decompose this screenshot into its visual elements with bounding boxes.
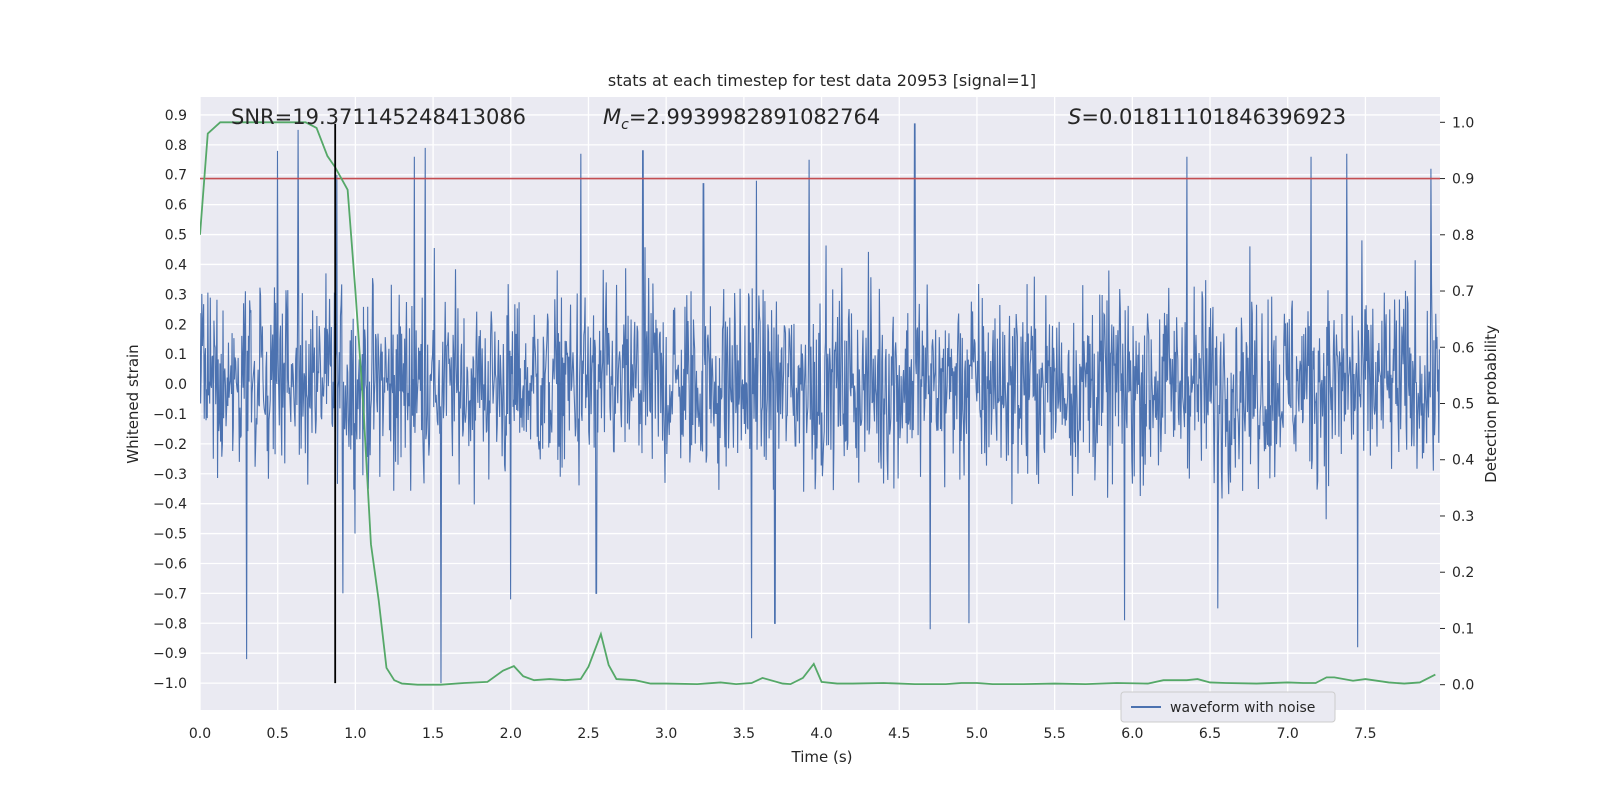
chirp-mass-subscript: c <box>621 117 629 133</box>
left-y-tick-label: −0.4 <box>153 497 187 513</box>
left-y-tick-label: −1.0 <box>153 676 187 692</box>
left-y-tick-label: 0.6 <box>165 198 187 214</box>
left-y-tick-label: −0.7 <box>153 586 187 602</box>
x-tick-label: 6.5 <box>1199 726 1221 742</box>
legend-label: waveform with noise <box>1170 700 1315 716</box>
x-tick-label: 5.5 <box>1044 726 1066 742</box>
chirp-mass-symbol: M <box>603 105 621 129</box>
right-y-tick-label: 0.0 <box>1452 678 1474 694</box>
x-axis-ticks: 0.0 0.5 1.0 1.5 2.0 2.5 3.0 3.5 4.0 4.5 5.0 5.5 6.0 6… <box>189 726 1377 742</box>
legend-box <box>1120 691 1336 723</box>
right-y-tick-label: 0.1 <box>1452 621 1474 637</box>
left-y-tick-label: −0.5 <box>153 527 187 543</box>
s-value: =0.01811101846396923 <box>1081 105 1346 129</box>
left-y-tick-label: 0.2 <box>165 317 187 333</box>
left-y-tick-label: −0.9 <box>153 646 187 662</box>
right-y-tick-label: 1.0 <box>1452 115 1474 131</box>
left-y-tick-label: 0.1 <box>165 347 187 363</box>
left-y-tick-label: 0.3 <box>165 287 187 303</box>
x-tick-label: 4.0 <box>810 726 832 742</box>
x-tick-label: 3.0 <box>655 726 677 742</box>
right-y-tick-label: 0.2 <box>1452 565 1474 581</box>
right-y-tick-label: 0.8 <box>1452 228 1474 244</box>
left-y-tick-label: 0.0 <box>165 377 187 393</box>
legend: waveform with noise <box>1120 691 1336 723</box>
x-axis-label: Time (s) <box>791 748 853 766</box>
x-tick-label: 0.0 <box>189 726 211 742</box>
waveform-series <box>200 123 1440 684</box>
s-symbol: S <box>1068 105 1081 129</box>
left-y-tick-label: −0.3 <box>153 467 187 483</box>
chirp-mass-value: =2.9939982891082764 <box>629 105 880 129</box>
right-axis-ticks: 1.0 0.9 0.8 0.7 0.6 0.5 0.4 0.3 0.2 0.1 0.0 <box>1440 115 1474 694</box>
right-axis-label: Detection probability <box>1482 325 1500 483</box>
left-axis-label: Whitened strain <box>124 344 142 463</box>
left-y-tick-label: 0.7 <box>165 168 187 184</box>
right-y-tick-label: 0.6 <box>1452 340 1474 356</box>
left-y-tick-label: −0.8 <box>153 616 187 632</box>
chart-title: stats at each timestep for test data 209… <box>608 71 1036 90</box>
chirp-mass-annotation: Mc=2.9939982891082764 <box>603 105 880 133</box>
probability-line <box>200 121 1436 686</box>
left-y-tick-label: −0.2 <box>153 437 187 453</box>
left-y-tick-label: 0.5 <box>165 228 187 244</box>
snr-annotation: SNR=19.371145248413086 <box>231 105 526 129</box>
right-y-tick-label: 0.9 <box>1452 172 1474 188</box>
right-y-tick-label: 0.4 <box>1452 453 1474 469</box>
x-tick-label: 1.0 <box>344 726 366 742</box>
waveform-line <box>200 123 1440 684</box>
x-tick-label: 2.5 <box>577 726 599 742</box>
left-y-tick-label: 0.9 <box>165 108 187 124</box>
left-y-tick-label: 0.4 <box>165 257 187 273</box>
x-tick-label: 7.0 <box>1277 726 1299 742</box>
x-tick-label: 5.0 <box>966 726 988 742</box>
x-tick-label: 4.5 <box>888 726 910 742</box>
right-y-tick-label: 0.7 <box>1452 284 1474 300</box>
left-y-tick-label: −0.6 <box>153 556 187 572</box>
x-tick-label: 2.0 <box>500 726 522 742</box>
right-y-tick-label: 0.3 <box>1452 509 1474 525</box>
overlay-lines <box>200 121 1440 686</box>
x-tick-label: 1.5 <box>422 726 444 742</box>
left-y-tick-label: −0.1 <box>153 407 187 423</box>
s-annotation: S=0.01811101846396923 <box>1068 105 1346 129</box>
x-tick-label: 7.5 <box>1354 726 1376 742</box>
right-y-tick-label: 0.5 <box>1452 397 1474 413</box>
x-tick-label: 6.0 <box>1121 726 1143 742</box>
left-y-tick-label: 0.8 <box>165 138 187 154</box>
x-tick-label: 0.5 <box>267 726 289 742</box>
left-axis-ticks: 0.9 0.8 0.7 0.6 0.5 0.4 0.3 0.2 0.1 0.0 −0.1 −0.2 −0… <box>153 108 187 692</box>
x-tick-label: 3.5 <box>733 726 755 742</box>
